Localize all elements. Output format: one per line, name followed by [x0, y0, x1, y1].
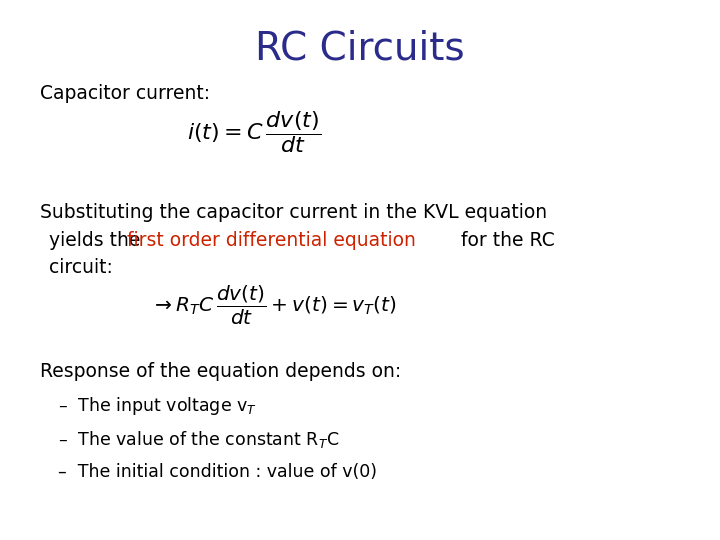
- Text: first order differential equation: first order differential equation: [127, 231, 416, 249]
- Text: Capacitor current:: Capacitor current:: [40, 84, 210, 103]
- Text: $\rightarrow R_T C\,\dfrac{dv(t)}{dt} + v(t) = v_T(t)$: $\rightarrow R_T C\,\dfrac{dv(t)}{dt} + …: [151, 284, 397, 327]
- Text: circuit:: circuit:: [49, 258, 113, 276]
- Text: –  The value of the constant R$_T$C: – The value of the constant R$_T$C: [58, 429, 339, 450]
- Text: $i(t) = C\,\dfrac{dv(t)}{dt}$: $i(t) = C\,\dfrac{dv(t)}{dt}$: [187, 109, 321, 156]
- Text: Substituting the capacitor current in the KVL equation: Substituting the capacitor current in th…: [40, 202, 546, 221]
- Text: RC Circuits: RC Circuits: [255, 30, 465, 68]
- Text: yields the: yields the: [49, 231, 146, 249]
- Text: –  The input voltage v$_T$: – The input voltage v$_T$: [58, 395, 256, 417]
- Text: Response of the equation depends on:: Response of the equation depends on:: [40, 362, 401, 381]
- Text: –  The initial condition : value of v(0): – The initial condition : value of v(0): [58, 463, 377, 481]
- Text: for the RC: for the RC: [455, 231, 555, 249]
